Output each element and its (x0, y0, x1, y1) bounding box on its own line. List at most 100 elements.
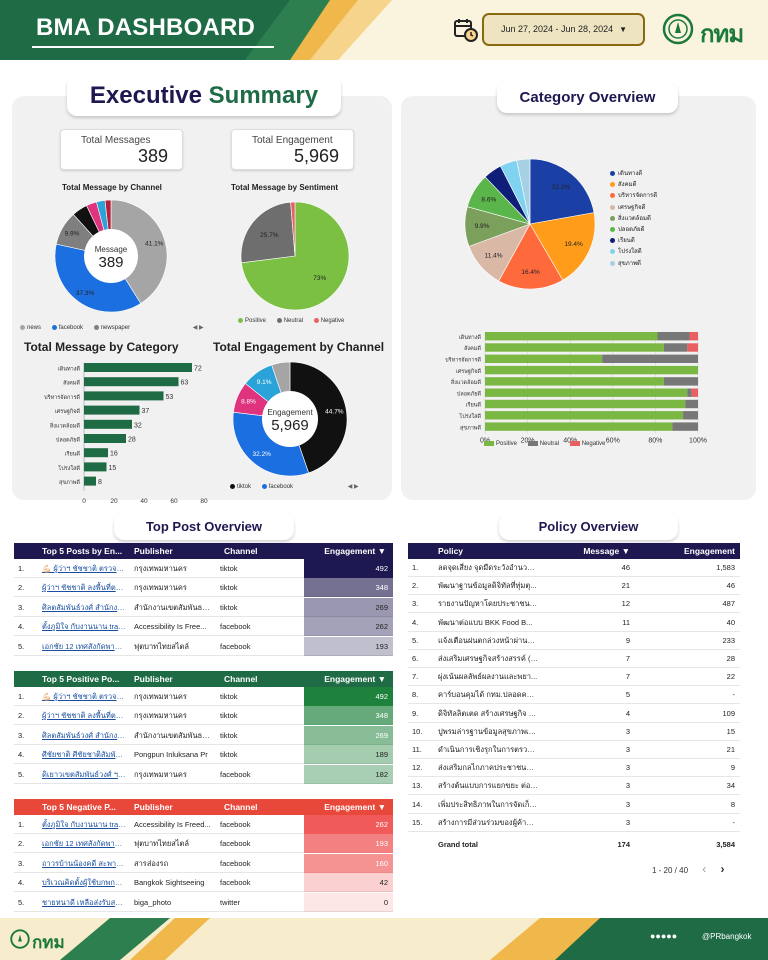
table-row[interactable]: 3. ศิลตสัมพันธ์วงศ์ สำนักงา... สำนักงานเขต… (14, 725, 393, 745)
engagement-value: 46 (726, 581, 735, 591)
table-row[interactable]: 3. ถาวรบ้านน้องคดี สะพานพ... สารส่องรถ face… (14, 853, 393, 873)
table-row[interactable]: 2. เอกชัย 12 เทศสังกัดพาโล... ฟุตบาทไทยสไต… (14, 834, 393, 854)
heat-cell (304, 745, 393, 765)
post-title[interactable]: ตั้งภูมิใจ กับงานนาน traffy ... (42, 622, 126, 632)
post-title[interactable]: ผู้ว่าฯ ชัชชาติ ลงพื้นที่ตรวจ... (42, 711, 126, 721)
column-header[interactable]: Engagement ▼ (324, 546, 386, 556)
column-header[interactable]: Channel (224, 546, 258, 556)
post-title[interactable]: 💪🏻 ผู้ว่าฯ ชัชชาติ ตรวจการ... (42, 692, 126, 701)
grand-total-row[interactable]: Grand total 174 3,584 (408, 836, 740, 854)
table-row[interactable]: 6. ส่งเสริมเศรษฐกิจสร้างสรรค์ (cr... 7 28 (408, 650, 740, 668)
table-row[interactable]: 15. สร้างการมีส่วนร่วมของผู้ค้าแผง... 3 - (408, 814, 740, 832)
prev-page-button[interactable]: ‹ (702, 862, 707, 876)
legend-pager-icon[interactable]: ◀ ▶ (347, 484, 359, 490)
slice-label: 8.6% (481, 196, 496, 203)
row-index: 6. (412, 654, 419, 663)
table-row[interactable]: 13. สร้างต้นแบบการแยกขยะ ต่อยอ... 3 34 (408, 777, 740, 796)
post-title[interactable]: ตั้งภูมิใจ กับงานนาน traff... (42, 820, 126, 829)
post-title[interactable]: ดิเยาวเขตสัมพันธ์วงศ์ ฯลฯ... (42, 769, 126, 779)
bar-segment-Neutral (663, 343, 688, 352)
table-row[interactable]: 4. ตั้งภูมิใจ กับงานนาน traffy ... Accessi… (14, 617, 393, 637)
table-row[interactable]: 10. ปูพรมล่ารฐานข้อมูลสุขภาพเพื่อจั... 3 15 (408, 723, 740, 741)
channel: facebook (220, 820, 251, 829)
post-title[interactable]: เอกชัย 12 เทศสังกัดพาโล... (42, 641, 126, 651)
column-header[interactable]: Policy (438, 546, 464, 556)
slice-label: 37.3% (76, 290, 95, 297)
column-header[interactable]: Engagement (683, 546, 735, 556)
column-header[interactable]: Top 5 Positive Po... (42, 674, 120, 684)
table-row[interactable]: 14. เพิ่มประสิทธิภาพในการจัดเก็บร... 3 8 (408, 796, 740, 814)
column-header[interactable]: Publisher (134, 802, 173, 812)
legend-category: เดินทางดี สังคมดี บริหารจัดการดี เศรษฐกิจดี… (610, 169, 657, 270)
table-row[interactable]: 1. ตั้งภูมิใจ กับงานนาน traff... Accessibi… (14, 815, 393, 834)
legend-pager-icon[interactable]: ◀ ▶ (192, 325, 204, 331)
column-header[interactable]: Publisher (134, 674, 173, 684)
column-header[interactable]: Publisher (134, 546, 173, 556)
legend-label: tiktok (237, 484, 252, 490)
footer-logo-text: กทม (32, 933, 65, 952)
message-count: 46 (621, 563, 630, 572)
column-header[interactable]: Engagement ▼ (324, 802, 386, 812)
channel: facebook (220, 839, 251, 849)
post-title[interactable]: เอกชัย 12 เทศสังกัดพาโล... (42, 839, 126, 849)
post-title[interactable]: ผู้ว่าฯ ชัชชาติ ลงพื้นที่ตรวจ... (42, 583, 126, 593)
table-row[interactable]: 8. คาร์บอนคุมได้ กทม.ปลอดคาร์บ... 5 - (408, 686, 740, 705)
bar-segment-Positive (485, 332, 658, 341)
legend-label: facebook (268, 484, 294, 490)
engagement-value: 0 (383, 897, 388, 907)
column-header[interactable]: Message ▼ (583, 546, 630, 556)
post-title[interactable]: ศิลตสัมพันธ์วงศ์ สำนักงา... (42, 602, 126, 612)
dashboard-title: BMA DASHBOARD (36, 14, 256, 41)
legend-label: Negative (320, 318, 345, 325)
post-title[interactable]: ศิลตสัมพันธ์วงศ์ สำนักงา... (42, 730, 126, 740)
table-row[interactable]: 11. ดำเนินการเชิงรุกในการตรวจสอ... 3 21 (408, 741, 740, 759)
post-title[interactable]: ชายหนาดี เหลือส่งรับสมัค... (42, 897, 126, 907)
table-header: Top 5 Posts by En... Publisher Channel Enga… (14, 543, 393, 559)
legend-swatch (261, 483, 267, 489)
publisher: biga_photo (134, 897, 172, 907)
table-row[interactable]: 5. แจ้งเตือนฝนตกล่วงหน้าผ่านแอ... 9 233 (408, 632, 740, 650)
table-row[interactable]: 4. บริเวณคิดตั้งผู้ใช้บกพกบทฯ... Bangkok S… (14, 873, 393, 893)
table-row[interactable]: 1. 💪🏻 ผู้ว่าฯ ชัชชาติ ตรวจการ... กรุงเทพมห… (14, 687, 393, 706)
table-row[interactable]: 5. เอกชัย 12 เทศสังกัดพาโล... ฟุตบาทไทยสไต… (14, 636, 393, 656)
chart-message-by-category: เดินทางดี 72 สังคมดี 63 บริหารจัดการดี 53 เศรษ… (44, 363, 208, 505)
column-header[interactable]: Top 5 Posts by En... (42, 546, 123, 556)
table-header: Policy Message ▼ Engagement (408, 543, 740, 559)
column-header[interactable]: Top 5 Negative P... (42, 802, 116, 812)
table-row[interactable]: 5. ดิเยาวเขตสัมพันธ์วงศ์ ฯลฯ... กรุงเทพมหา… (14, 764, 393, 784)
data-label: 8 (98, 479, 102, 486)
publisher: สำนักงานเขตสัมพันธวงศ์ (134, 602, 212, 612)
table-row[interactable]: 4. ศีชัยชาติ ศีชัยชาติสัมพันธ์... Pongpun … (14, 745, 393, 765)
legend-item: บริหารจัดการดี (610, 191, 657, 202)
column-header[interactable]: Channel (224, 802, 258, 812)
table-row[interactable]: 4. พัฒนาต่อแบบ BKK Food B... 11 40 (408, 614, 740, 632)
table-row[interactable]: 9. ดิจิทัลลิตเตด สร้างเศรษฐกิจ 50 ... 4 109 (408, 705, 740, 723)
pie-slice-Neutral (240, 201, 296, 264)
table-row[interactable]: 3. รายงานปัญหาโดยประชาชน แก้... 12 487 (408, 595, 740, 614)
policy-name: ส่งเสริมกลไกภาคประชาชนดูแล... (438, 763, 538, 773)
table-row[interactable]: 1. ลดจุดเสี่ยง จุดมืดระวังอำนวยค... 46 1,58… (408, 559, 740, 577)
social-handle: @PRbangkok (702, 932, 752, 941)
legend-swatch (93, 324, 99, 330)
table-row[interactable]: 5. ชายหนาดี เหลือส่งรับสมัค... biga_photo t… (14, 892, 393, 912)
policy-name: ดิจิทัลลิตเตด สร้างเศรษฐกิจ 50 ... (438, 708, 538, 718)
column-header[interactable]: Channel (224, 674, 258, 684)
table-row[interactable]: 2. ผู้ว่าฯ ชัชชาติ ลงพื้นที่ตรวจ... กรุงเท… (14, 578, 393, 598)
post-title[interactable]: ศีชัยชาติ ศีชัยชาติสัมพันธ์... (42, 750, 126, 760)
column-header[interactable]: Engagement ▼ (324, 674, 386, 684)
table-row[interactable]: 2. พัฒนาฐานข้อมูลดิจิทัลที่ทุ่มตุ... 21 46 (408, 577, 740, 596)
post-title[interactable]: 💪🏻 ผู้ว่าฯ ชัชชาติ ตรวจการ... (42, 564, 126, 573)
table-row[interactable]: 12. ส่งเสริมกลไกภาคประชาชนดูแล... 3 9 (408, 759, 740, 778)
date-range-picker[interactable]: Jun 27, 2024 - Jun 28, 2024 ▼ (482, 13, 645, 46)
next-page-button[interactable]: › (720, 862, 725, 876)
message-count: 4 (625, 708, 630, 718)
engagement-value: 8 (730, 799, 735, 809)
heat-cell (304, 815, 393, 834)
table-row[interactable]: 7. ผุ่งเน้นผลลัพธ์ผลงานและพยา... 7 22 (408, 668, 740, 687)
table-row[interactable]: 1. 💪🏻 ผู้ว่าฯ ชัชชาติ ตรวจการ... กรุงเทพมห… (14, 559, 393, 578)
post-title[interactable]: ถาวรบ้านน้องคดี สะพานพ... (42, 858, 126, 868)
post-title[interactable]: บริเวณคิดตั้งผู้ใช้บกพกบทฯ... (42, 878, 126, 888)
table-row[interactable]: 3. ศิลตสัมพันธ์วงศ์ สำนักงา... สำนักงานเขต… (14, 597, 393, 617)
table-row[interactable]: 2. ผู้ว่าฯ ชัชชาติ ลงพื้นที่ตรวจ... กรุงเท… (14, 706, 393, 726)
message-count: 3 (625, 745, 630, 754)
